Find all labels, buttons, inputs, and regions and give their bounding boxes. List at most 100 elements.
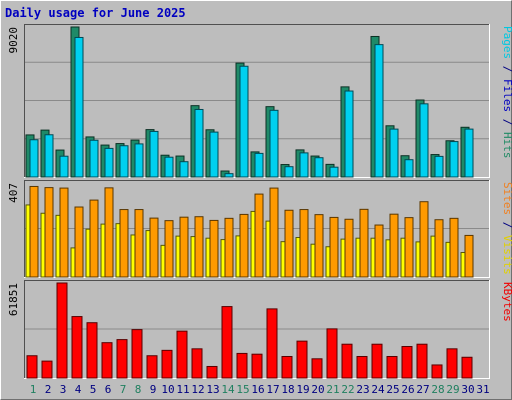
bar-pages-day-18	[284, 166, 294, 178]
bar-pages-day-29	[449, 141, 459, 178]
bar-pages-day-25	[389, 128, 399, 178]
bar-pages-day-6	[104, 147, 114, 178]
day-label-29: 29	[446, 383, 459, 396]
bar-pages-day-5	[89, 139, 99, 178]
day-label-10: 10	[161, 383, 174, 396]
bar-sites-day-20	[314, 214, 324, 278]
bar-pages-day-22	[344, 90, 354, 178]
bar-kbytes-day-18	[281, 355, 293, 379]
day-label-27: 27	[416, 383, 429, 396]
bar-pages-day-13	[209, 131, 219, 178]
bar-sites-day-22	[344, 218, 354, 278]
bar-kbytes-day-5	[86, 322, 98, 379]
bar-kbytes-day-7	[116, 339, 128, 379]
legend-part: /	[501, 215, 512, 235]
bar-pages-day-27	[419, 103, 429, 178]
day-label-26: 26	[401, 383, 414, 396]
bar-pages-day-24	[374, 44, 384, 178]
bar-pages-day-16	[254, 152, 264, 178]
bar-sites-day-27	[419, 201, 429, 278]
series-pages	[29, 36, 474, 178]
bar-pages-day-17	[269, 109, 279, 178]
bar-kbytes-day-21	[326, 328, 338, 379]
series-sites	[29, 185, 474, 278]
bar-sites-day-6	[104, 187, 114, 278]
bar-kbytes-day-19	[296, 340, 308, 379]
legend-part: Hits	[501, 132, 512, 159]
bar-sites-day-29	[449, 217, 459, 278]
bar-kbytes-day-15	[236, 352, 248, 379]
bar-sites-day-10	[164, 220, 174, 278]
day-label-7: 7	[120, 383, 127, 396]
bar-pages-day-15	[239, 65, 249, 178]
bar-pages-day-4	[74, 36, 84, 178]
bar-kbytes-day-26	[401, 346, 413, 379]
day-label-14: 14	[221, 383, 235, 396]
series-legend: Pages / Files / Hits	[501, 26, 512, 159]
bar-sites-day-28	[434, 219, 444, 278]
bar-pages-day-14	[224, 173, 234, 178]
legend-part: /	[501, 59, 512, 79]
bar-sites-day-26	[404, 217, 414, 278]
bar-sites-day-13	[209, 219, 219, 278]
bar-kbytes-day-9	[146, 355, 158, 379]
bar-kbytes-day-14	[221, 306, 233, 379]
bar-sites-day-14	[224, 217, 234, 278]
panel-bottom: 61851 KBytes	[7, 280, 512, 379]
day-label-20: 20	[311, 383, 324, 396]
day-label-11: 11	[176, 383, 189, 396]
bar-pages-day-12	[194, 108, 204, 178]
day-label-28: 28	[431, 383, 444, 396]
bar-kbytes-day-8	[131, 329, 143, 379]
day-label-5: 5	[90, 383, 97, 396]
bar-sites-day-5	[89, 199, 99, 278]
legend-part: Files	[501, 79, 512, 112]
day-label-31: 31	[476, 383, 489, 396]
bar-kbytes-day-16	[251, 353, 263, 379]
bar-pages-day-8	[134, 143, 144, 178]
bar-sites-day-12	[194, 216, 204, 278]
bar-sites-day-7	[119, 209, 129, 278]
day-label-22: 22	[341, 383, 354, 396]
day-label-3: 3	[60, 383, 67, 396]
day-label-19: 19	[296, 383, 309, 396]
day-label-12: 12	[191, 383, 204, 396]
bar-kbytes-day-3	[56, 282, 68, 379]
day-label-24: 24	[371, 383, 385, 396]
legend-part: Visits	[501, 235, 512, 275]
bar-kbytes-day-29	[446, 348, 458, 379]
bar-sites-day-2	[44, 187, 54, 278]
bar-sites-day-25	[389, 213, 399, 278]
series-kbytes	[26, 282, 473, 379]
bar-pages-day-26	[404, 159, 414, 178]
series-legend: KBytes	[501, 282, 512, 322]
bar-kbytes-day-4	[71, 316, 83, 379]
bar-kbytes-day-17	[266, 308, 278, 379]
bar-sites-day-21	[329, 216, 339, 278]
day-label-21: 21	[326, 383, 339, 396]
day-label-4: 4	[75, 383, 82, 396]
bar-sites-day-11	[179, 216, 189, 278]
bar-kbytes-day-2	[41, 360, 53, 379]
bar-sites-day-30	[464, 234, 474, 278]
bar-kbytes-day-11	[176, 330, 188, 379]
bar-pages-day-2	[44, 134, 54, 178]
day-label-15: 15	[236, 383, 249, 396]
bar-kbytes-day-28	[431, 364, 443, 379]
bar-pages-day-10	[164, 156, 174, 178]
bar-pages-day-3	[59, 155, 69, 178]
bar-kbytes-day-30	[461, 356, 473, 379]
bar-sites-day-18	[284, 209, 294, 278]
bar-pages-day-19	[299, 152, 309, 178]
bar-sites-day-16	[254, 193, 264, 278]
bar-kbytes-day-13	[206, 365, 218, 379]
bar-kbytes-day-1	[26, 355, 38, 379]
bar-sites-day-8	[134, 209, 144, 278]
day-label-17: 17	[266, 383, 279, 396]
bar-pages-day-1	[29, 139, 39, 178]
bar-pages-day-28	[434, 155, 444, 178]
day-label-8: 8	[135, 383, 142, 396]
bar-pages-day-9	[149, 130, 159, 178]
max-value-label: 407	[7, 183, 20, 203]
